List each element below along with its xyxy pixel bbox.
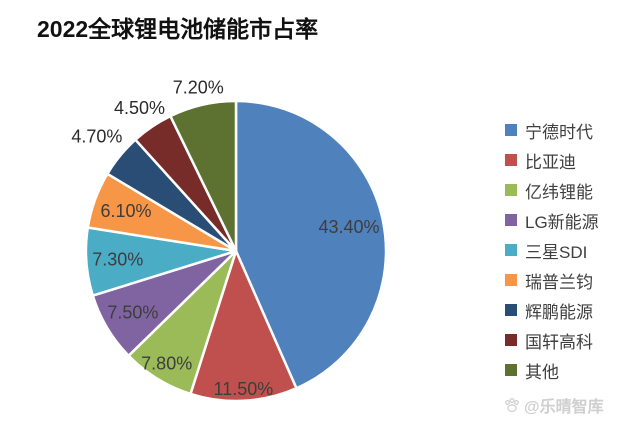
legend-swatch-icon	[505, 274, 517, 286]
pie-value-label-7: 4.50%	[114, 98, 165, 118]
legend-label: 三星SDI	[525, 242, 588, 262]
legend-swatch-icon	[505, 124, 517, 136]
legend-item-8: 其他	[505, 360, 599, 382]
watermark: @乐晴智库	[503, 393, 604, 417]
legend-label: 国轩高科	[525, 332, 593, 352]
legend-swatch-icon	[505, 184, 517, 196]
legend-item-4: 三星SDI	[505, 240, 599, 262]
legend-swatch-icon	[505, 304, 517, 316]
paw-icon	[505, 397, 519, 413]
legend: 宁德时代比亚迪亿纬锂能 LG新能源三星SDI 瑞普兰钧辉鹏能源国轩高科其他	[505, 120, 599, 382]
pie-value-label-6: 4.70%	[71, 127, 122, 147]
pie-slice-1	[189, 249, 298, 403]
legend-label: LG新能源	[525, 212, 599, 232]
legend-swatch-icon	[505, 154, 517, 166]
legend-label: 其他	[525, 362, 559, 382]
legend-item-0: 宁德时代	[505, 120, 599, 142]
legend-swatch-icon	[505, 334, 517, 346]
pie-value-label-1: 11.50%	[214, 379, 274, 399]
legend-label: 宁德时代	[525, 122, 593, 142]
legend-label: 亿纬锂能	[525, 182, 593, 202]
pie-value-label-0: 43.40%	[318, 217, 379, 237]
legend-item-5: 瑞普兰钧	[505, 270, 599, 292]
pie-value-label-8: 7.20%	[173, 77, 224, 97]
pie-value-label-5: 6.10%	[100, 201, 151, 221]
legend-label: 辉鹏能源	[525, 302, 593, 322]
legend-item-2: 亿纬锂能	[505, 180, 599, 202]
pie-value-label-2: 7.80%	[141, 353, 192, 373]
legend-swatch-icon	[505, 214, 517, 226]
pie-value-label-3: 7.50%	[107, 302, 158, 322]
legend-item-1: 比亚迪	[505, 150, 599, 172]
legend-item-7: 国轩高科	[505, 330, 599, 352]
pie-slice-0	[234, 99, 388, 390]
legend-swatch-icon	[505, 364, 517, 376]
legend-label: 瑞普兰钧	[525, 272, 593, 292]
pie-slice-8	[169, 99, 238, 253]
pie-value-label-4: 7.30%	[92, 250, 143, 270]
chart-title: 2022全球锂电池储能市占率	[37, 16, 319, 42]
legend-item-3: LG新能源	[505, 210, 599, 232]
legend-item-6: 辉鹏能源	[505, 300, 599, 322]
legend-label: 比亚迪	[525, 152, 576, 172]
legend-swatch-icon	[505, 244, 517, 256]
watermark-text: @乐晴智库	[524, 399, 604, 416]
